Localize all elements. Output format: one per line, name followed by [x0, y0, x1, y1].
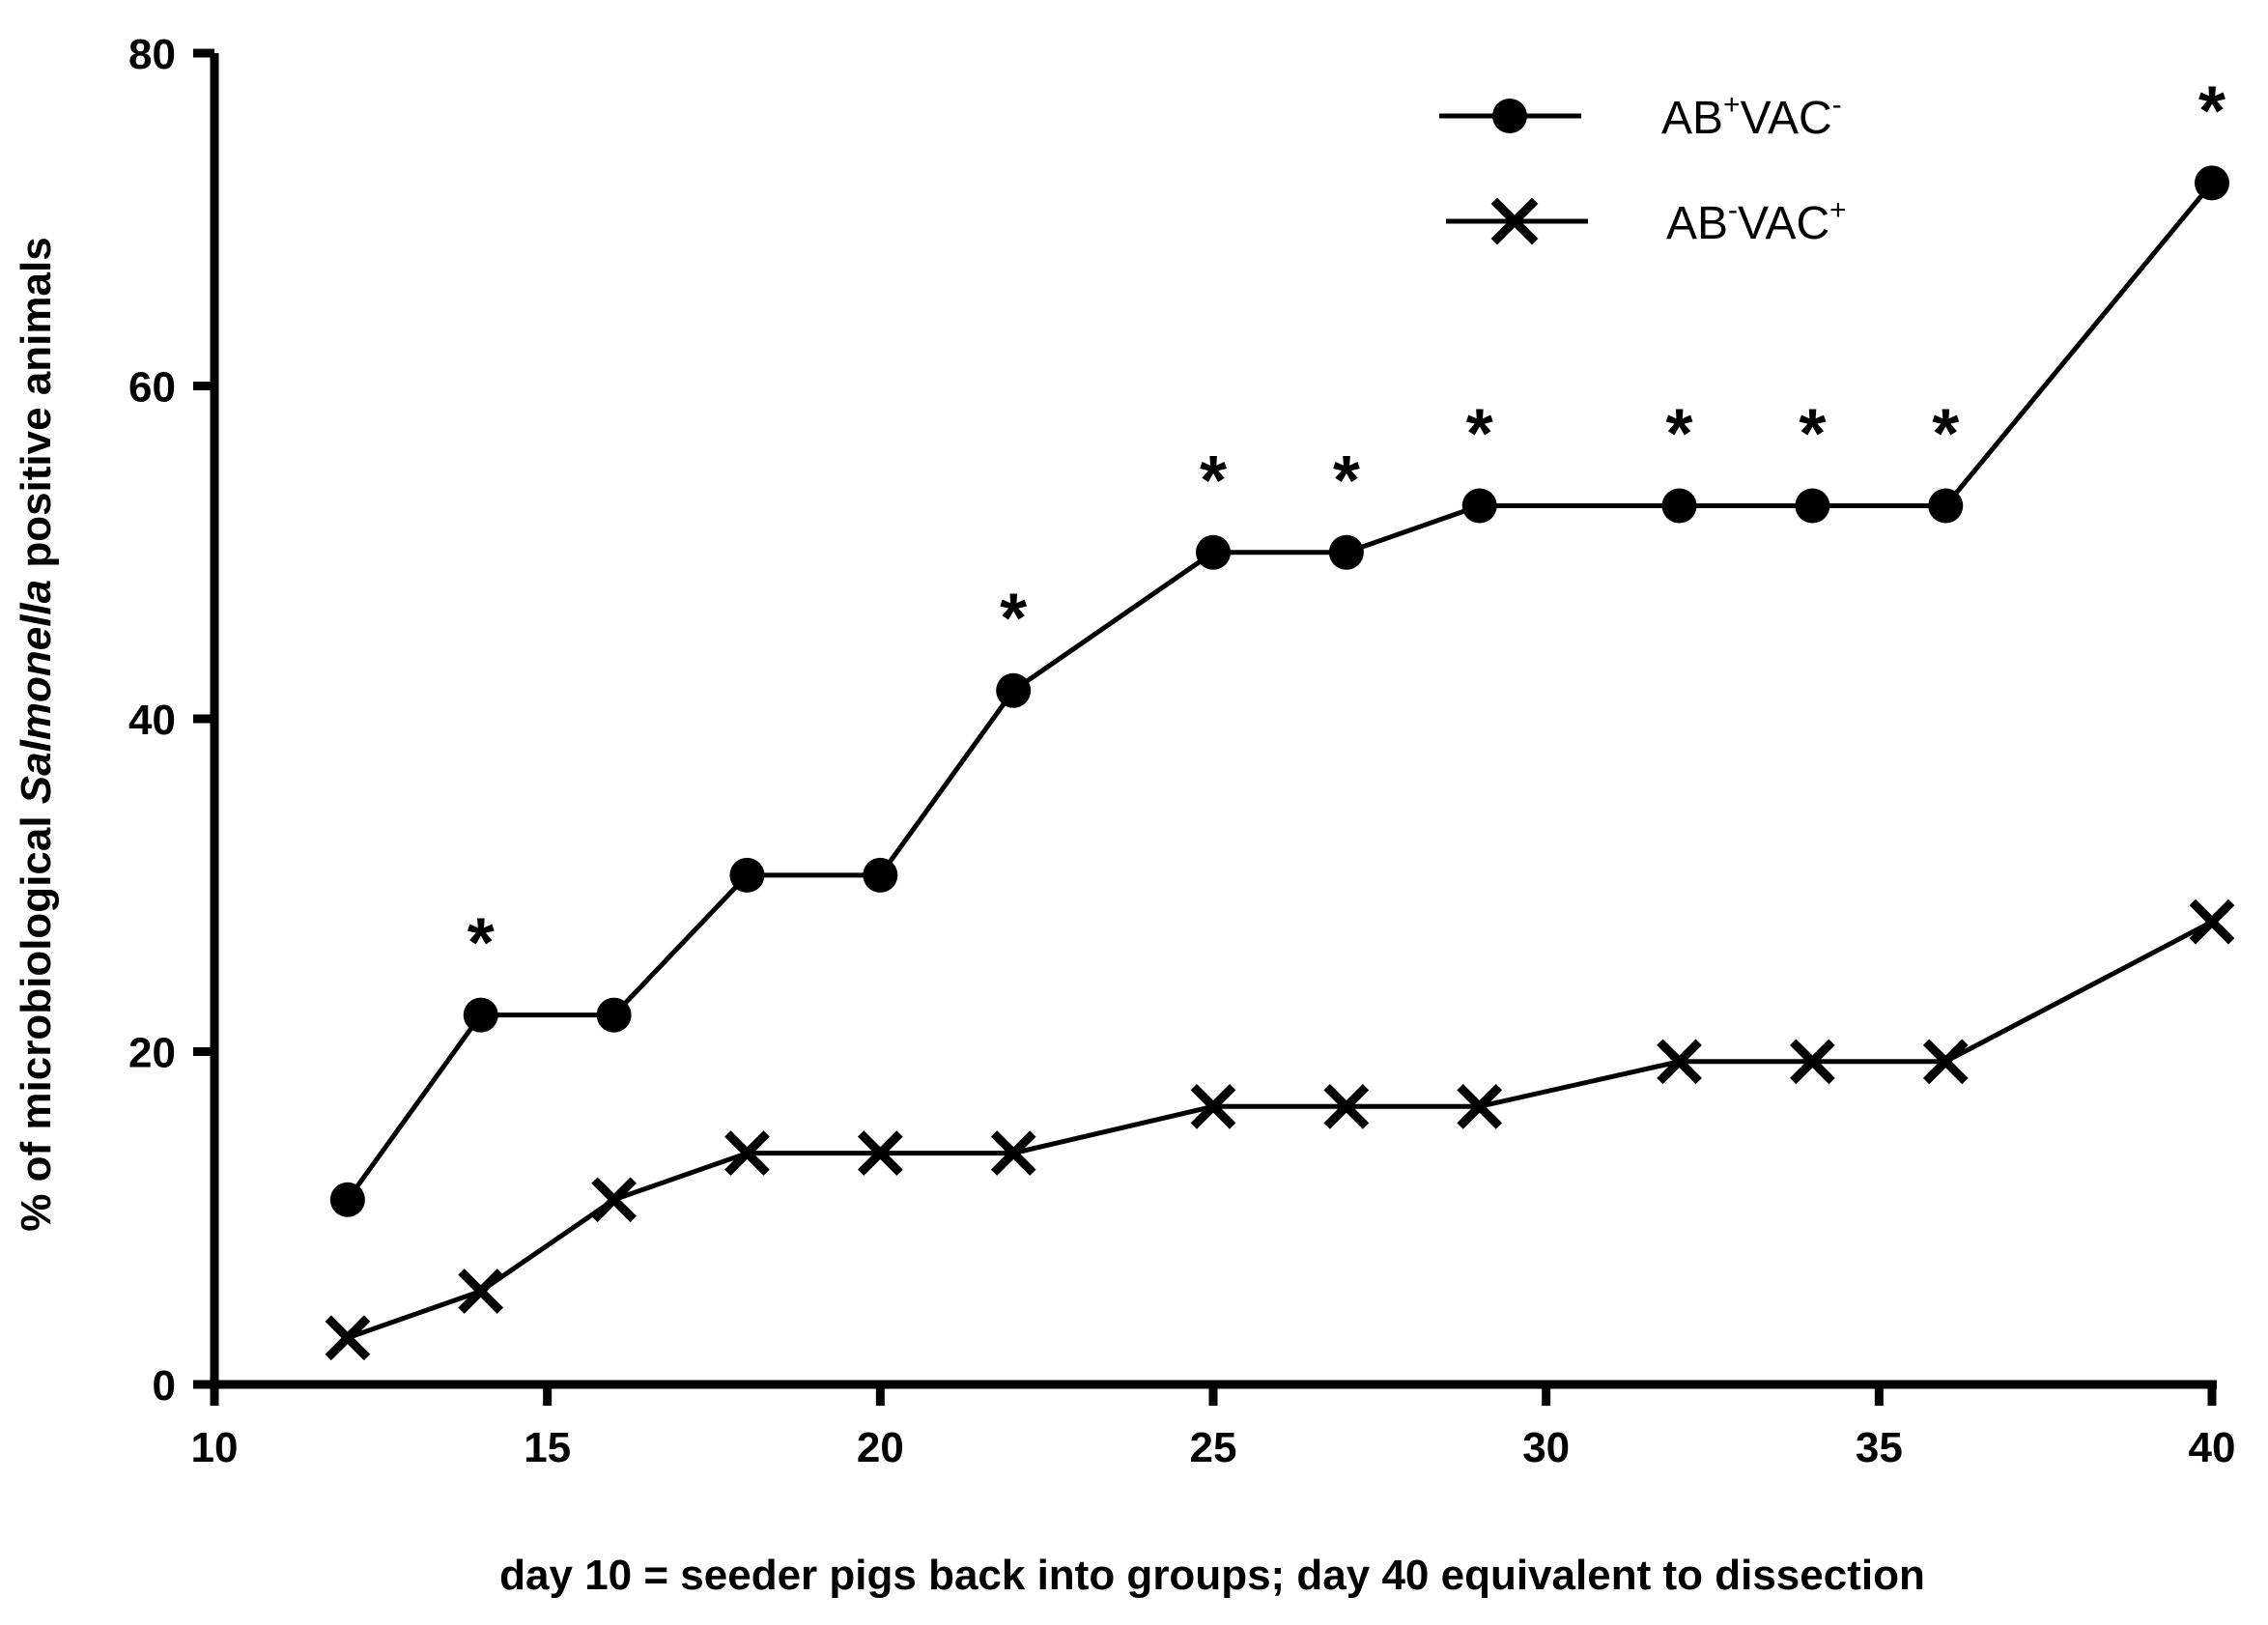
- x-axis-title: day 10 = seeder pigs back into groups; d…: [499, 1552, 1925, 1599]
- data-point-x: [1657, 1039, 1702, 1085]
- significance-star: *: [1799, 396, 1826, 473]
- significance-star: *: [468, 905, 495, 983]
- legend-label-2-a: AB: [1666, 198, 1728, 249]
- significance-star: *: [1666, 396, 1693, 473]
- legend-item-2: AB-VAC+: [1446, 194, 1847, 249]
- x-tick-label: 25: [1190, 1424, 1237, 1471]
- data-point-circle: [329, 1182, 365, 1217]
- data-point-circle: [1795, 488, 1830, 524]
- data-point-circle: [1196, 534, 1231, 570]
- legend-label-2: AB-VAC+: [1666, 194, 1847, 249]
- y-tick-label: 20: [128, 1030, 176, 1077]
- data-point-x: [591, 1177, 637, 1223]
- x-tick-label: 20: [857, 1424, 904, 1471]
- data-point-circle: [1661, 488, 1697, 524]
- significance-star: *: [1333, 442, 1360, 520]
- significance-star: *: [1200, 442, 1227, 520]
- x-tick-label: 15: [524, 1424, 571, 1471]
- significance-star: *: [1932, 396, 1959, 473]
- data-point-x: [1790, 1039, 1835, 1085]
- legend-label-2-b: VAC: [1738, 198, 1829, 249]
- y-axis-title-part2: positive animals: [13, 237, 60, 580]
- data-point-circle: [2195, 165, 2229, 201]
- legend-label-2-a-sup: -: [1728, 194, 1738, 226]
- legend-item-1: AB+VAC-: [1439, 89, 1842, 144]
- y-axis-title-part1: % of microbiological: [13, 804, 60, 1232]
- series-lines: [345, 181, 2214, 1341]
- x-tick-label: 10: [191, 1424, 239, 1471]
- data-point-x: [990, 1130, 1036, 1176]
- legend-label-1-a: AB: [1661, 93, 1723, 144]
- significance-star: *: [1466, 396, 1493, 473]
- legend-label-2-b-sup: +: [1829, 194, 1847, 226]
- significance-markers: * * * * * * * * *: [468, 72, 2225, 982]
- series-line-2: [347, 919, 2214, 1341]
- x-tick-label: 35: [1856, 1424, 1903, 1471]
- data-point-circle: [596, 997, 632, 1033]
- legend: AB+VAC- AB-VAC+: [1439, 89, 1847, 249]
- legend-marker-circle: [1492, 99, 1527, 133]
- x-tick-label: 40: [2189, 1424, 2236, 1471]
- legend-label-1: AB+VAC-: [1661, 89, 1842, 144]
- data-point-x: [1922, 1039, 1969, 1085]
- y-axis-title: % of microbiological Salmonella positive…: [13, 237, 60, 1231]
- data-point-x: [458, 1269, 504, 1314]
- axes: 0 20 40 60 80 10 15 20 25 30 35 40: [128, 31, 2235, 1471]
- legend-marker-x: [1490, 197, 1539, 245]
- data-point-x: [857, 1130, 903, 1176]
- y-tick-label: 40: [128, 697, 176, 744]
- y-tick-label: 0: [153, 1362, 176, 1410]
- data-point-circle: [463, 997, 498, 1033]
- significance-star: *: [1000, 581, 1027, 658]
- legend-label-1-a-sup: +: [1723, 89, 1741, 121]
- data-point-x: [1190, 1083, 1236, 1129]
- data-point-circle: [863, 857, 898, 893]
- data-point-x: [1457, 1083, 1503, 1129]
- data-point-x: [724, 1130, 770, 1176]
- data-point-x: [2189, 898, 2235, 945]
- y-axis-title-italic: Salmonella: [13, 580, 60, 804]
- data-point-circle: [1928, 488, 1964, 524]
- y-tick-label: 80: [128, 31, 176, 78]
- significance-star: *: [2198, 72, 2225, 150]
- y-tick-label: 60: [128, 364, 176, 412]
- data-point-circle: [996, 672, 1032, 708]
- data-point-x: [325, 1315, 371, 1361]
- series-markers: [325, 165, 2235, 1361]
- data-point-x: [1323, 1083, 1370, 1129]
- data-point-circle: [729, 857, 765, 893]
- legend-label-1-b-sup: -: [1832, 89, 1842, 121]
- x-tick-label: 30: [1522, 1424, 1570, 1471]
- data-point-circle: [1461, 488, 1497, 524]
- data-point-circle: [1328, 534, 1364, 570]
- legend-label-1-b: VAC: [1741, 93, 1832, 144]
